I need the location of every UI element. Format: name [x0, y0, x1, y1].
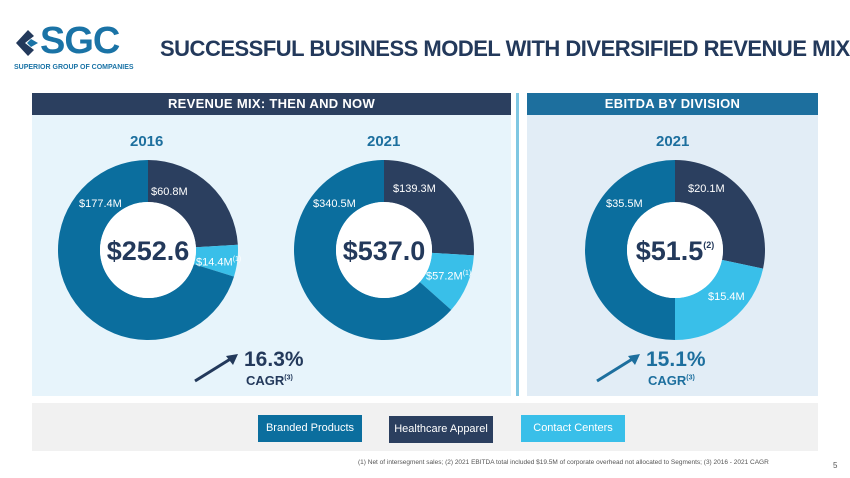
slice-label-branded: $177.4M: [79, 198, 122, 210]
legend-contact-centers: Contact Centers: [521, 415, 625, 442]
year-label: 2021: [367, 133, 401, 150]
growth-arrow-icon: [596, 354, 640, 383]
revenue-mix-header: REVENUE MIX: THEN AND NOW: [32, 93, 511, 115]
slice-contact-centers: [193, 244, 238, 277]
year-label: 2021: [656, 133, 690, 150]
legend-branded-products: Branded Products: [258, 415, 362, 442]
slice-label-contact: $57.2M(1): [426, 270, 472, 283]
slice-branded-products: [58, 160, 234, 340]
slice-healthcare-apparel: [148, 160, 238, 248]
logo-text: SGC: [40, 20, 120, 62]
donut-hole: [100, 202, 196, 298]
ebitda-header: EBITDA BY DIVISION: [527, 93, 818, 115]
slice-healthcare-apparel: [675, 160, 765, 269]
slice-contact-centers: [675, 259, 764, 340]
logo-subtitle: SUPERIOR GROUP OF COMPANIES: [14, 64, 134, 71]
page-title: SUCCESSFUL BUSINESS MODEL WITH DIVERSIFI…: [160, 36, 850, 61]
slice-label-healthcare: $60.8M: [151, 186, 188, 198]
slice-healthcare-apparel: [384, 160, 474, 256]
slice-label-healthcare: $139.3M: [393, 183, 436, 195]
slice-label-contact: $15.4M: [708, 291, 745, 303]
legend-healthcare-apparel: Healthcare Apparel: [389, 416, 493, 443]
footnote: (1) Net of intersegment sales; (2) 2021 …: [358, 459, 769, 466]
slice-label-contact: $14.4M(1): [196, 256, 242, 269]
slice-label-branded: $35.5M: [606, 198, 643, 210]
donut-hole: [336, 202, 432, 298]
donut-hole: [627, 202, 723, 298]
ebitda-cagr-value: 15.1%: [646, 348, 706, 371]
growth-arrow-icon: [194, 354, 238, 383]
revenue-cagr-value: 16.3%: [244, 348, 304, 371]
revenue-2016-donut: [58, 160, 238, 340]
donut-total: $252.6: [106, 236, 190, 266]
year-label: 2016: [130, 133, 164, 150]
page-number: 5: [833, 461, 838, 470]
divider: [516, 93, 519, 396]
revenue-2021-donut: [294, 160, 474, 340]
slice-branded-products: [294, 160, 452, 340]
slice-label-healthcare: $20.1M: [688, 183, 725, 195]
ebitda-cagr-label: CAGR(3): [648, 373, 695, 388]
slice-branded-products: [585, 160, 675, 340]
sgc-logo: SGC SUPERIOR GROUP OF COMPANIES: [14, 20, 144, 74]
revenue-cagr-label: CAGR(3): [246, 373, 293, 388]
donut-total: $537.0: [342, 236, 426, 266]
slice-contact-centers: [419, 252, 474, 310]
logo-mark-icon: [16, 30, 38, 56]
ebitda-2021-donut: [585, 160, 765, 340]
slice-label-branded: $340.5M: [313, 198, 356, 210]
donut-total: $51.5(2): [635, 236, 715, 266]
